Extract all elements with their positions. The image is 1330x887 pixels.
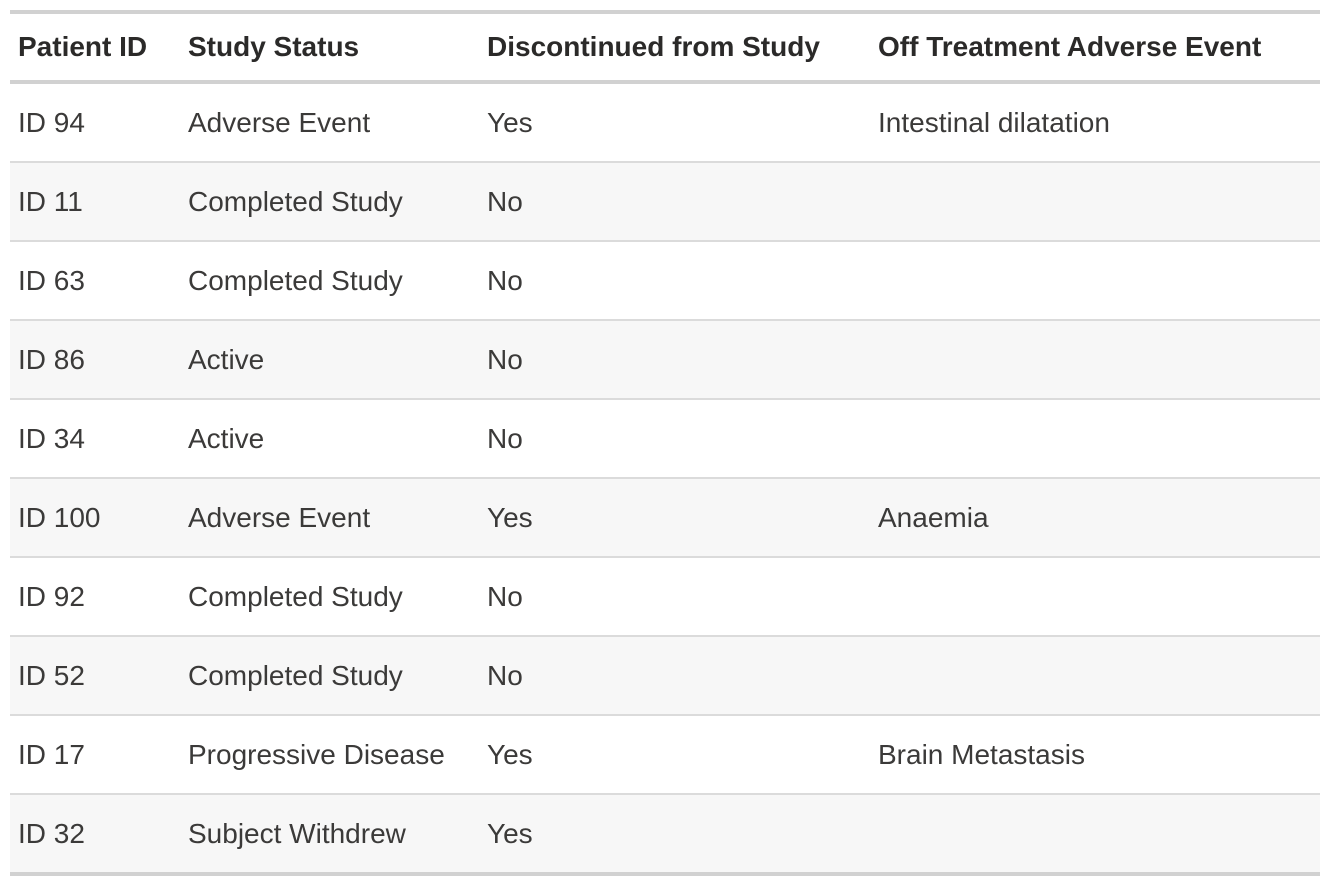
cell-patient-id: ID 94 [18,106,85,138]
table-row[interactable]: ID 11 Completed Study No [10,162,1320,241]
cell-patient-id: ID 100 [18,501,101,533]
patient-study-table-visual: Patient ID Study Status Discontinued fro… [10,10,1320,876]
cell-study-status: Completed Study [188,264,403,296]
cell-patient-id: ID 92 [18,580,85,612]
table-row[interactable]: ID 100 Adverse Event Yes Anaemia [10,478,1320,557]
table-header-row: Patient ID Study Status Discontinued fro… [10,12,1320,82]
column-header-off-treatment-adverse-event[interactable]: Off Treatment Adverse Event [878,31,1262,62]
table-row[interactable]: ID 52 Completed Study No [10,636,1320,715]
cell-study-status: Completed Study [188,659,403,691]
cell-discontinued: No [487,659,523,691]
cell-study-status: Adverse Event [188,501,371,533]
cell-discontinued: No [487,185,523,217]
cell-patient-id: ID 17 [18,738,85,770]
cell-patient-id: ID 34 [18,422,85,454]
patient-study-table: Patient ID Study Status Discontinued fro… [10,10,1320,876]
table-header: Patient ID Study Status Discontinued fro… [10,12,1320,82]
table-body: ID 94 Adverse Event Yes Intestinal dilat… [10,82,1320,874]
cell-patient-id: ID 52 [18,659,85,691]
cell-study-status: Progressive Disease [188,738,445,770]
cell-study-status: Completed Study [188,185,403,217]
cell-study-status: Completed Study [188,580,403,612]
cell-discontinued: Yes [487,106,533,138]
column-header-study-status[interactable]: Study Status [188,31,360,62]
cell-study-status: Active [188,422,265,454]
cell-patient-id: ID 32 [18,817,85,849]
table-row[interactable]: ID 94 Adverse Event Yes Intestinal dilat… [10,82,1320,162]
cell-discontinued: No [487,264,523,296]
cell-discontinued: No [487,580,523,612]
cell-discontinued: No [487,422,523,454]
cell-patient-id: ID 11 [18,185,83,217]
cell-study-status: Active [188,343,265,375]
table-row[interactable]: ID 92 Completed Study No [10,557,1320,636]
cell-discontinued: No [487,343,523,375]
cell-adverse-event [870,320,1320,399]
cell-discontinued: Yes [487,817,533,849]
cell-adverse-event: Anaemia [878,501,989,533]
cell-patient-id: ID 63 [18,264,85,296]
cell-discontinued: Yes [487,501,533,533]
cell-discontinued: Yes [487,738,533,770]
cell-adverse-event: Brain Metastasis [878,738,1085,770]
table-row[interactable]: ID 86 Active No [10,320,1320,399]
cell-adverse-event [870,399,1320,478]
column-header-discontinued-from-study[interactable]: Discontinued from Study [487,31,820,62]
cell-study-status: Subject Withdrew [188,817,406,849]
cell-patient-id: ID 86 [18,343,85,375]
cell-adverse-event [870,636,1320,715]
table-row[interactable]: ID 34 Active No [10,399,1320,478]
column-header-patient-id[interactable]: Patient ID [18,31,148,62]
cell-adverse-event [870,557,1320,636]
cell-adverse-event: Intestinal dilatation [878,106,1110,138]
table-row[interactable]: ID 17 Progressive Disease Yes Brain Meta… [10,715,1320,794]
table-row[interactable]: ID 32 Subject Withdrew Yes [10,794,1320,874]
cell-adverse-event [870,241,1320,320]
cell-adverse-event [870,162,1320,241]
cell-adverse-event [870,794,1320,874]
table-row[interactable]: ID 63 Completed Study No [10,241,1320,320]
cell-study-status: Adverse Event [188,106,371,138]
